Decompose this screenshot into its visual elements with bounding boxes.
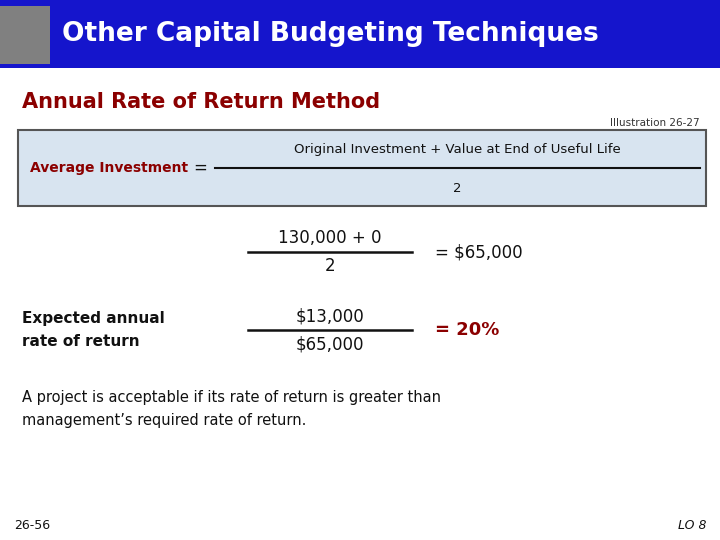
Text: = $65,000: = $65,000 bbox=[435, 243, 523, 261]
Text: = 20%: = 20% bbox=[435, 321, 500, 339]
Text: Average Investment: Average Investment bbox=[30, 161, 188, 175]
Text: 2: 2 bbox=[454, 181, 462, 194]
Text: $65,000: $65,000 bbox=[296, 335, 364, 353]
Bar bbox=[0, 6, 50, 64]
FancyBboxPatch shape bbox=[18, 130, 706, 206]
Text: Expected annual
rate of return: Expected annual rate of return bbox=[22, 312, 165, 349]
Text: $13,000: $13,000 bbox=[296, 307, 364, 325]
Text: 130,000 + 0: 130,000 + 0 bbox=[278, 229, 382, 247]
Text: A project is acceptable if its rate of return is greater than
management’s requi: A project is acceptable if its rate of r… bbox=[22, 390, 441, 428]
Text: LO 8: LO 8 bbox=[678, 519, 706, 532]
Text: Illustration 26-27: Illustration 26-27 bbox=[611, 118, 700, 128]
Text: 26-56: 26-56 bbox=[14, 519, 50, 532]
Text: Annual Rate of Return Method: Annual Rate of Return Method bbox=[22, 92, 380, 112]
Text: =: = bbox=[193, 159, 207, 177]
Text: Original Investment + Value at End of Useful Life: Original Investment + Value at End of Us… bbox=[294, 144, 621, 157]
Bar bbox=[0, 0, 720, 68]
Text: Other Capital Budgeting Techniques: Other Capital Budgeting Techniques bbox=[62, 21, 599, 47]
Text: 2: 2 bbox=[325, 257, 336, 275]
